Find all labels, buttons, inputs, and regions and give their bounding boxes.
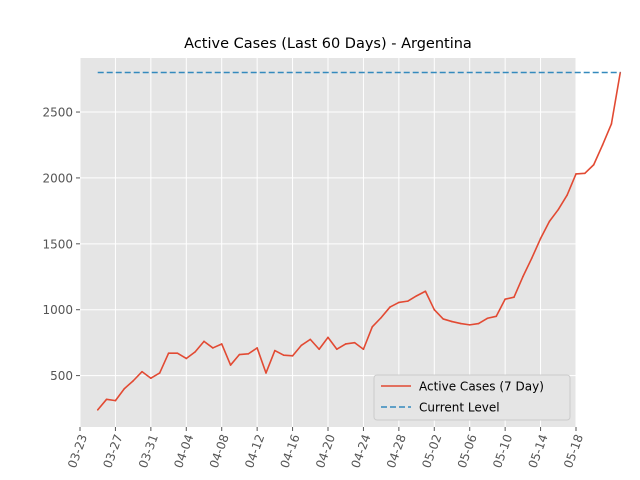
data-point-active-cases — [194, 351, 196, 353]
data-point-active-cases — [238, 353, 241, 356]
data-point-active-cases — [300, 344, 303, 347]
x-tick-label: 05-10 — [490, 432, 515, 470]
data-point-active-cases — [282, 354, 285, 356]
data-point-active-cases — [274, 349, 276, 352]
legend: Active Cases (7 Day) Current Level — [373, 374, 571, 421]
data-point-active-cases — [530, 257, 533, 260]
data-point-active-cases — [389, 306, 391, 308]
data-point-active-cases — [150, 377, 152, 380]
x-tick-label: 03-31 — [136, 432, 161, 470]
y-tick-label: 2000 — [42, 171, 73, 185]
data-point-active-cases — [105, 398, 108, 401]
data-point-active-cases — [486, 317, 489, 320]
data-point-active-cases — [344, 343, 347, 345]
legend-label-current: Current Level — [419, 401, 500, 415]
x-tick-label: 03-27 — [100, 432, 125, 470]
chart-title: Active Cases (Last 60 Days) - Argentina — [184, 36, 472, 52]
x-tick-label: 04-04 — [171, 432, 196, 470]
data-point-active-cases — [256, 347, 258, 349]
data-point-active-cases — [247, 353, 250, 355]
data-point-active-cases — [610, 123, 613, 125]
data-point-active-cases — [132, 380, 134, 382]
x-tick-label: 04-24 — [348, 432, 373, 470]
grid-lines — [79, 58, 577, 427]
y-tick-label: 1000 — [42, 303, 73, 317]
x-tick-label: 04-28 — [384, 432, 409, 470]
data-point-active-cases — [495, 315, 498, 318]
data-point-active-cases — [114, 399, 117, 402]
y-tick-label: 2500 — [42, 106, 73, 120]
legend-box — [373, 374, 571, 421]
data-point-active-cases — [584, 172, 586, 175]
data-point-active-cases — [291, 355, 294, 357]
x-tick-label: 04-08 — [207, 432, 232, 470]
x-tick-label: 05-18 — [561, 432, 586, 470]
data-point-active-cases — [212, 347, 214, 349]
data-point-active-cases — [371, 326, 374, 328]
data-point-active-cases — [406, 300, 409, 302]
x-tick-label: 04-20 — [313, 432, 338, 470]
data-point-active-cases — [185, 357, 188, 360]
data-point-active-cases — [433, 308, 436, 311]
data-point-active-cases — [327, 336, 329, 339]
data-point-active-cases — [601, 144, 604, 146]
data-point-active-cases — [460, 322, 462, 325]
data-point-active-cases — [566, 194, 568, 196]
data-point-active-cases — [336, 348, 338, 351]
data-point-active-cases — [123, 387, 126, 390]
data-point-active-cases — [96, 409, 99, 411]
data-point-active-cases — [513, 296, 515, 298]
data-point-active-cases — [477, 322, 480, 325]
series-line-active-cases — [97, 72, 622, 411]
data-point-active-cases — [557, 208, 560, 211]
data-point-active-cases — [158, 372, 161, 374]
data-point-active-cases — [539, 237, 542, 240]
data-point-active-cases — [522, 275, 524, 278]
x-tick-label: 03-23 — [65, 432, 90, 470]
data-point-active-cases — [380, 316, 382, 319]
legend-label-active: Active Cases (7 Day) — [419, 380, 544, 394]
y-tick-label: 500 — [50, 369, 73, 383]
series-lines — [96, 71, 622, 411]
data-point-active-cases — [318, 348, 320, 351]
data-point-active-cases — [424, 290, 427, 293]
data-point-active-cases — [451, 320, 453, 323]
data-point-active-cases — [415, 295, 418, 297]
data-point-active-cases — [229, 364, 232, 366]
x-tick-label: 05-06 — [455, 432, 480, 470]
data-point-active-cases — [468, 324, 471, 326]
data-point-active-cases — [548, 220, 551, 223]
data-point-active-cases — [309, 338, 312, 341]
x-tick-label: 05-02 — [419, 432, 444, 470]
data-point-active-cases — [141, 370, 143, 373]
data-point-active-cases — [353, 341, 356, 344]
data-point-active-cases — [504, 298, 506, 300]
data-point-active-cases — [220, 343, 223, 345]
data-point-active-cases — [592, 163, 595, 166]
x-tick-label: 04-16 — [278, 432, 303, 470]
data-point-active-cases — [362, 348, 365, 351]
data-point-active-cases — [398, 301, 400, 304]
data-point-active-cases — [265, 372, 267, 374]
data-point-active-cases — [167, 352, 170, 355]
x-tick-label: 05-14 — [526, 432, 551, 470]
y-tick-label: 1500 — [42, 237, 73, 251]
x-tick-label: 04-12 — [242, 432, 267, 470]
data-point-active-cases — [442, 318, 444, 320]
data-point-active-cases — [575, 173, 577, 175]
data-point-active-cases — [176, 352, 179, 355]
data-point-active-cases — [203, 340, 205, 343]
